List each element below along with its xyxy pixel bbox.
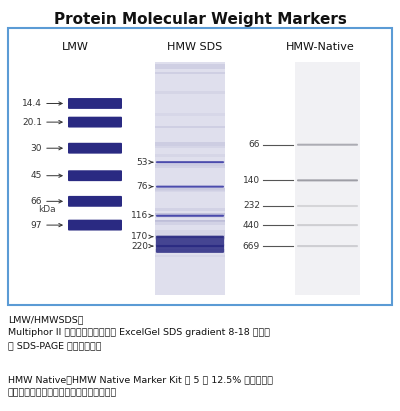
Bar [155,244,225,246]
Bar [155,249,225,252]
Text: HMW-Native: HMW-Native [286,42,354,52]
Text: 97: 97 [30,221,42,230]
Bar [155,161,225,162]
Bar [155,220,225,222]
FancyBboxPatch shape [156,186,224,188]
FancyBboxPatch shape [68,143,122,154]
Text: LMW: LMW [62,42,88,52]
Text: 220: 220 [131,242,148,251]
Bar [155,126,225,128]
Bar [155,67,225,69]
Bar [155,235,225,238]
Bar [155,219,225,221]
Bar [155,62,225,295]
Bar [155,222,225,225]
FancyBboxPatch shape [297,179,358,181]
Bar [155,234,225,238]
Bar [155,164,225,166]
FancyBboxPatch shape [156,237,224,253]
Text: 76: 76 [136,182,148,191]
Bar [8,28,392,305]
Text: HMW Native：HMW Native Marker Kit を 5 〜 12.5% ポリアクリ: HMW Native：HMW Native Marker Kit を 5 〜 1… [8,375,273,384]
Bar [155,238,225,240]
Bar [155,142,225,146]
FancyBboxPatch shape [156,245,224,247]
Text: Protein Molecular Weight Markers: Protein Molecular Weight Markers [54,12,346,27]
Bar [155,230,225,234]
Bar [155,188,225,192]
Bar [155,216,225,218]
Bar [155,166,225,168]
Text: て SDS-PAGE を行った結果: て SDS-PAGE を行った結果 [8,341,102,350]
FancyBboxPatch shape [297,245,358,247]
Text: 53: 53 [136,158,148,167]
Bar [155,213,225,216]
Bar [155,113,225,116]
Text: LMW/HMWSDS：: LMW/HMWSDS： [8,315,84,324]
Bar [155,208,225,211]
FancyBboxPatch shape [156,161,224,163]
Text: 440: 440 [243,221,260,230]
Text: 170: 170 [131,232,148,241]
FancyBboxPatch shape [297,224,358,226]
Text: 140: 140 [243,176,260,185]
FancyBboxPatch shape [68,117,122,127]
Text: 14.4: 14.4 [22,99,42,108]
Text: 66: 66 [248,140,260,149]
Text: 669: 669 [243,242,260,251]
Bar [155,91,225,94]
Bar [155,213,225,216]
Text: kDa: kDa [38,206,56,215]
FancyBboxPatch shape [68,98,122,109]
Text: 232: 232 [243,201,260,210]
Bar [155,72,225,74]
Text: 20.1: 20.1 [22,118,42,127]
FancyBboxPatch shape [297,205,358,207]
Bar [295,62,360,295]
FancyBboxPatch shape [297,144,358,146]
Bar [155,146,225,148]
FancyBboxPatch shape [156,236,224,238]
Bar [155,188,225,190]
Text: 45: 45 [31,171,42,180]
Text: HMW SDS: HMW SDS [167,42,223,52]
Text: 30: 30 [30,144,42,153]
Bar [155,64,225,67]
Text: Multiphor II 用プレキャストゲル ExcelGel SDS gradient 8-18 を用い: Multiphor II 用プレキャストゲル ExcelGel SDS grad… [8,328,270,337]
Text: 116: 116 [131,211,148,220]
Text: ルアミドグラジエントゲルで泳動した結果: ルアミドグラジエントゲルで泳動した結果 [8,388,117,397]
Bar [155,191,225,192]
FancyBboxPatch shape [68,219,122,231]
Bar [155,237,225,240]
FancyBboxPatch shape [156,215,224,217]
Bar [155,154,225,157]
Bar [155,255,225,257]
FancyBboxPatch shape [68,196,122,207]
FancyBboxPatch shape [68,170,122,181]
Text: 66: 66 [30,197,42,206]
